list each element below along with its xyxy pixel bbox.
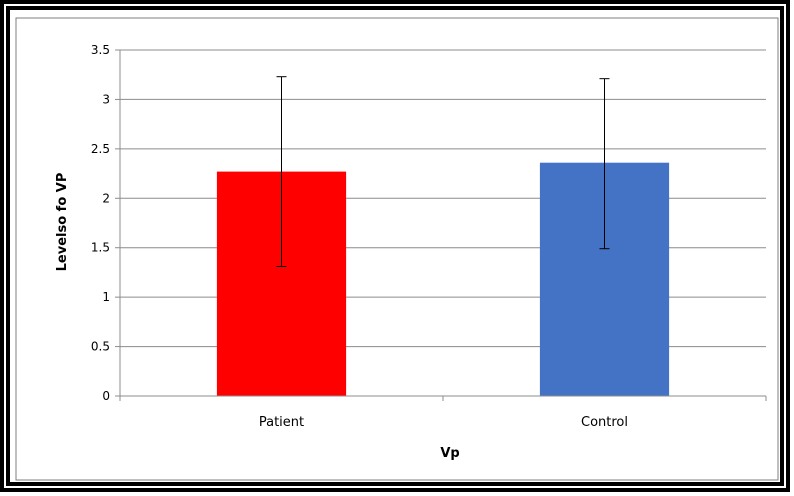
y-tick-label: 3.5 xyxy=(91,43,110,57)
y-tick-label: 0.5 xyxy=(91,340,110,354)
category-label-patient: Patient xyxy=(259,415,304,430)
y-tick-label: 2.5 xyxy=(91,142,110,156)
y-tick-label: 1.5 xyxy=(91,241,110,255)
category-labels: Patient Control xyxy=(259,415,628,430)
y-tick-label: 0 xyxy=(102,389,110,403)
y-tick-label: 2 xyxy=(102,191,110,205)
category-label-control: Control xyxy=(581,415,628,430)
x-axis-title: Vp xyxy=(440,446,459,461)
error-bars xyxy=(276,76,610,267)
y-tick-labels: 0 0.5 1 1.5 2 2.5 3 3.5 xyxy=(91,43,110,403)
y-tick-label: 1 xyxy=(102,290,110,304)
inner-border xyxy=(6,6,784,486)
y-axis-title: Levelso fo VP xyxy=(55,173,70,272)
y-tick-label: 3 xyxy=(102,92,110,106)
axes xyxy=(119,50,767,401)
